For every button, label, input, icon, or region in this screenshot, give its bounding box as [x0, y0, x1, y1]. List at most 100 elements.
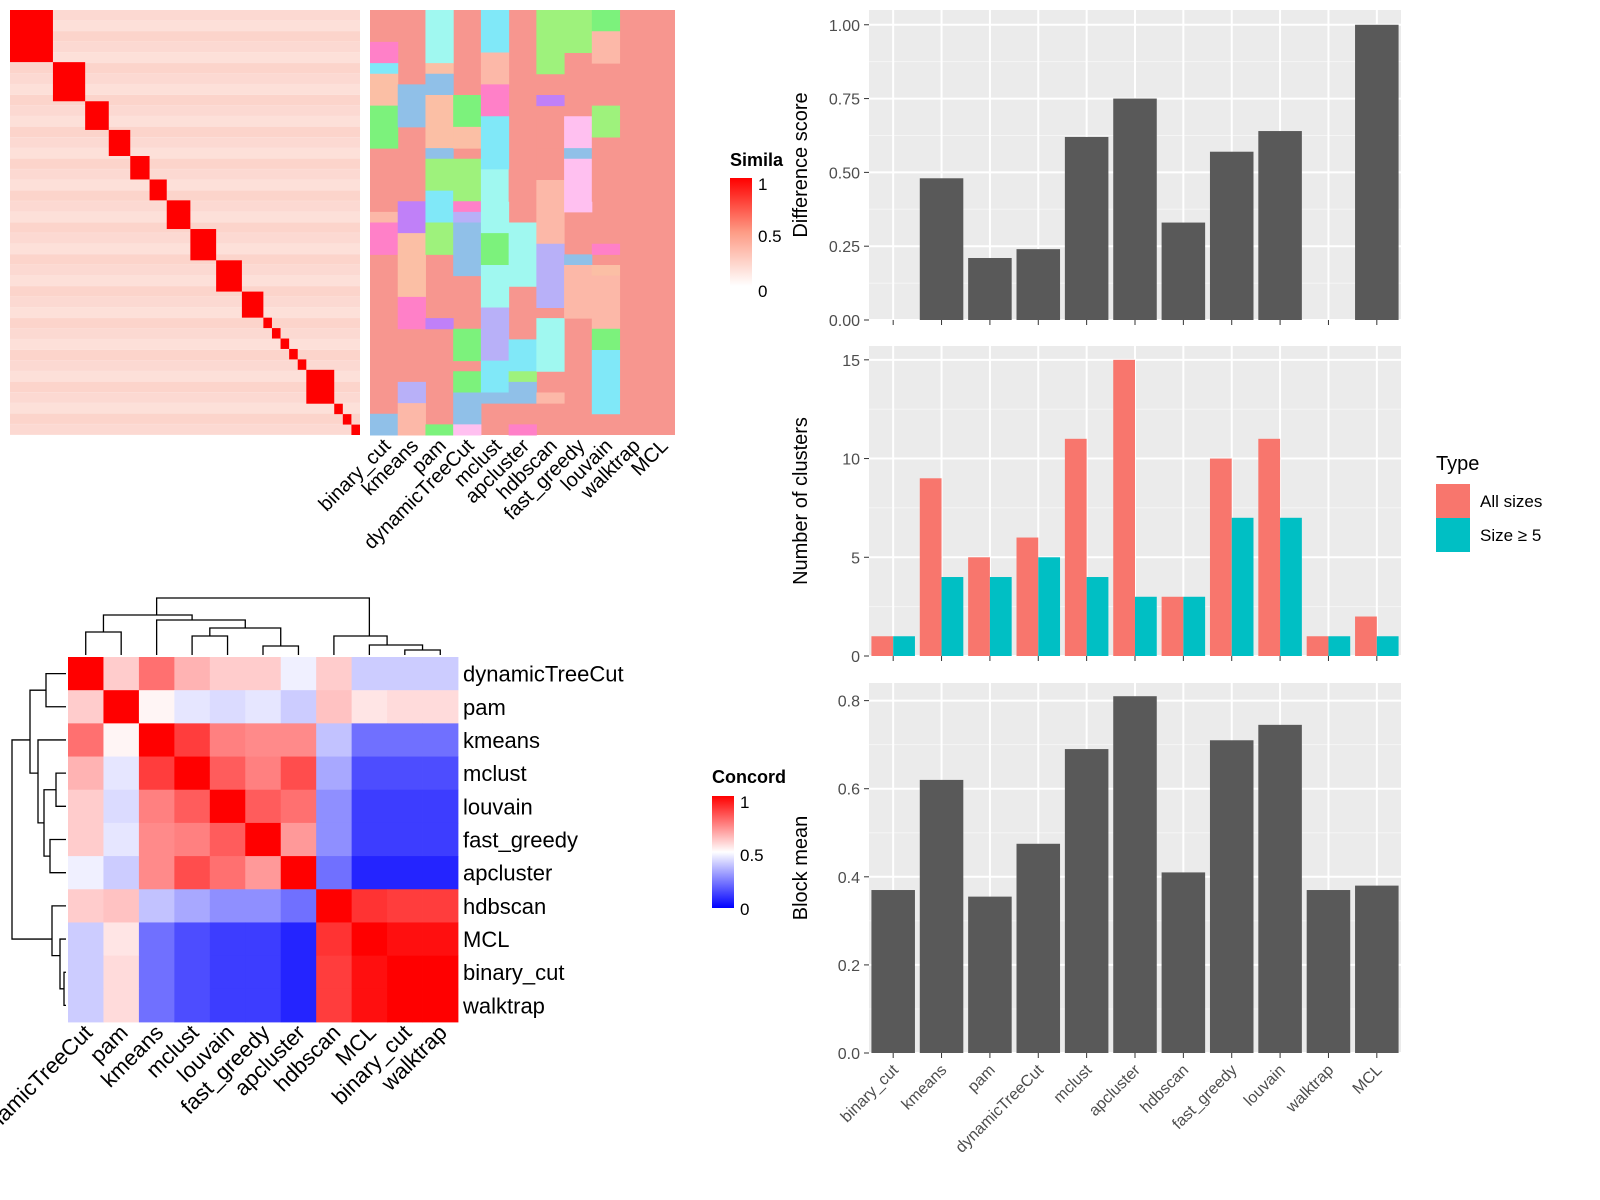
similarity-stripe — [10, 190, 360, 201]
concordance-cell — [174, 690, 211, 724]
concordance-cell — [174, 856, 211, 890]
concordance-cell — [103, 955, 140, 990]
concordance-cell — [316, 955, 353, 990]
concordance-cell — [68, 756, 104, 791]
similarity-block — [85, 101, 109, 130]
concordance-cell — [245, 856, 282, 890]
concordance-cell — [245, 690, 282, 724]
bar-Size ≥ 5-kmeans — [941, 577, 964, 656]
concordance-cell — [387, 856, 423, 890]
concordance-cell — [245, 955, 282, 990]
bar-binary_cut — [871, 890, 915, 1053]
similarity-stripe — [10, 233, 360, 244]
concordance-cell — [422, 723, 459, 757]
cluster-cell — [453, 158, 482, 202]
concordance-cell — [103, 690, 140, 724]
concordance-cell — [422, 657, 459, 691]
cluster-cell — [591, 350, 621, 415]
bar-All sizes-mclust — [1064, 438, 1087, 656]
similarity-stripe — [10, 95, 360, 106]
concordance-cells — [68, 657, 459, 1023]
concordance-cell — [209, 657, 246, 691]
concordance-cell — [245, 922, 282, 957]
top-dendrogram-link — [102, 614, 193, 632]
x-tick-label-binary_cut: binary_cut — [838, 1061, 903, 1126]
concordance-cell — [174, 822, 211, 857]
similarity-stripe — [10, 360, 360, 371]
concordance-cell — [174, 657, 211, 691]
concordance-cell — [209, 856, 246, 890]
similarity-stripe — [10, 371, 360, 382]
y-tick-label: 0.25 — [829, 239, 860, 256]
row-label-kmeans: kmeans — [463, 728, 540, 753]
concordance-cell — [387, 657, 423, 691]
bar-mclust — [1064, 749, 1109, 1053]
type-legend-label-all-sizes: All sizes — [1480, 492, 1542, 511]
bar-fast_greedy — [1209, 740, 1254, 1053]
concordance-cell — [138, 822, 175, 857]
cluster-cell — [480, 84, 510, 117]
similarity-legend-tick-0: 0 — [758, 282, 767, 301]
similarity-block — [130, 156, 150, 180]
concordance-cell — [68, 856, 104, 890]
similarity-stripe — [10, 180, 360, 191]
y-tick-label: 15 — [842, 353, 860, 370]
similarity-stripe — [10, 381, 360, 392]
bar-All sizes-pam — [968, 557, 990, 656]
cluster-cell — [564, 158, 593, 213]
cluster-cell — [480, 233, 510, 266]
similarity-stripe — [10, 403, 360, 414]
concordance-cell — [422, 988, 459, 1023]
top-dendrogram-link — [155, 597, 371, 636]
concordance-cell — [387, 955, 423, 990]
bar-All sizes-walktrap — [1306, 636, 1329, 656]
type-legend-title: Type — [1436, 453, 1479, 475]
concordance-cell — [68, 723, 104, 757]
y-tick-label: 0.75 — [829, 92, 860, 109]
concordance-cell — [138, 723, 175, 757]
similarity-stripe — [10, 265, 360, 276]
cluster-cell — [397, 84, 426, 128]
similarity-block — [289, 348, 298, 360]
concordance-cell — [103, 889, 140, 923]
concordance-cell — [245, 723, 282, 757]
concordance-cell — [387, 756, 423, 791]
concordance-cell — [387, 723, 423, 757]
concordance-cell — [209, 922, 246, 957]
bar-Size ≥ 5-mclust — [1086, 577, 1109, 656]
cluster-cell — [508, 339, 537, 372]
concordance-cell — [351, 889, 388, 923]
cluster-cell — [397, 296, 426, 330]
cluster-cell — [591, 137, 621, 160]
concordance-cell — [351, 856, 388, 890]
cluster-cell — [480, 169, 510, 234]
concordance-cell — [174, 922, 211, 957]
cluster-cell — [480, 10, 510, 22]
concordance-cell — [351, 922, 388, 957]
cluster-cell — [397, 403, 426, 436]
type-legend: Type All sizes Size ≥ 5 — [1436, 453, 1542, 552]
similarity-legend-tick-half: 0.5 — [758, 227, 782, 246]
top-dendrogram-link — [333, 635, 388, 655]
similarity-stripe — [10, 158, 360, 169]
similarity-stripe — [10, 10, 360, 21]
cluster-cell — [508, 424, 537, 436]
concordance-cell — [103, 856, 140, 890]
x-tick-label-pam: pam — [965, 1062, 999, 1096]
y-tick-label: 5 — [851, 550, 860, 567]
concordance-cell — [316, 657, 353, 691]
cluster-cell — [425, 222, 454, 255]
cluster-cell — [370, 63, 399, 75]
similarity-stripe — [10, 126, 360, 137]
cluster-cell — [480, 20, 510, 53]
cluster-cell — [480, 360, 510, 393]
left-dendrogram-link — [45, 672, 66, 708]
similarity-stripe — [10, 296, 360, 307]
similarity-block — [297, 359, 307, 370]
concordance-cell — [138, 657, 175, 691]
concordance-cell — [280, 723, 317, 757]
bar-pam — [968, 258, 1012, 320]
cluster-cell — [425, 424, 454, 436]
concordance-cell — [387, 789, 423, 824]
concordance-cell — [316, 988, 353, 1023]
